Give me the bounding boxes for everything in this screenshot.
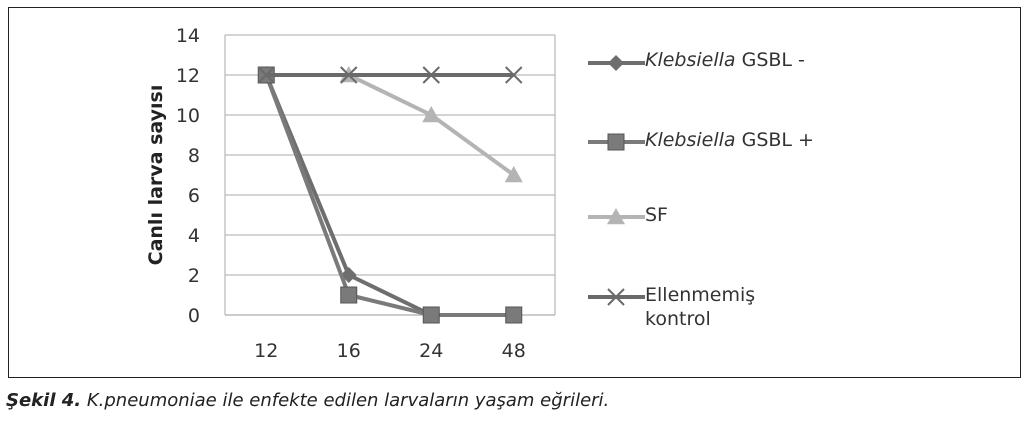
x-tick-label: 48 (502, 340, 526, 362)
data-point (257, 66, 275, 84)
x-tick-label: 24 (419, 340, 443, 362)
legend-swatch-marker (608, 55, 624, 71)
legend-label-ellenmemis: Ellenmemiş kontrol (645, 283, 755, 331)
legend-label-gsbl-neg: Klebsiella GSBL - (645, 48, 805, 72)
legend-label-gsbl-pos: Klebsiella GSBL + (645, 128, 814, 152)
y-tick-label: 8 (188, 145, 200, 167)
caption-label: Şekil 4. (6, 390, 82, 411)
data-point (340, 286, 358, 304)
figure-caption: Şekil 4. K.pneumoniae ile enfekte edilen… (6, 390, 609, 411)
legend-label-rest: GSBL - (735, 49, 805, 71)
legend-swatch-marker (607, 208, 625, 225)
data-point (422, 66, 440, 84)
legend-swatch-marker (607, 133, 625, 151)
chart-frame (8, 7, 1021, 378)
y-tick-label: 0 (188, 305, 200, 327)
caption-text: K.pneumoniae ile enfekte edilen larvalar… (81, 390, 610, 411)
y-tick-label: 12 (176, 65, 200, 87)
data-point (505, 66, 523, 84)
y-tick-label: 6 (188, 185, 200, 207)
x-tick-label: 12 (254, 340, 278, 362)
data-point (505, 306, 523, 324)
legend-label-rest: SF (645, 204, 668, 226)
legend-label-italic: Klebsiella (645, 49, 736, 71)
y-axis-label: Canlı larva sayısı (145, 85, 167, 266)
y-tick-label: 10 (176, 105, 200, 127)
y-tick-label: 2 (188, 265, 200, 287)
data-point (504, 166, 523, 183)
series-line (264, 74, 514, 317)
legend-label-italic: Klebsiella (645, 129, 736, 151)
legend-label-sf: SF (645, 203, 668, 227)
y-tick-label: 14 (176, 25, 200, 47)
y-tick-label: 4 (188, 225, 200, 247)
legend-label-rest: GSBL + (735, 129, 814, 151)
legend-label-line2: kontrol (645, 308, 711, 330)
data-point (340, 66, 358, 84)
legend-label-line1: Ellenmemiş (645, 284, 756, 306)
legend-swatch-marker (607, 288, 625, 306)
data-point (422, 306, 440, 324)
x-tick-label: 16 (337, 340, 361, 362)
data-point (422, 106, 441, 123)
